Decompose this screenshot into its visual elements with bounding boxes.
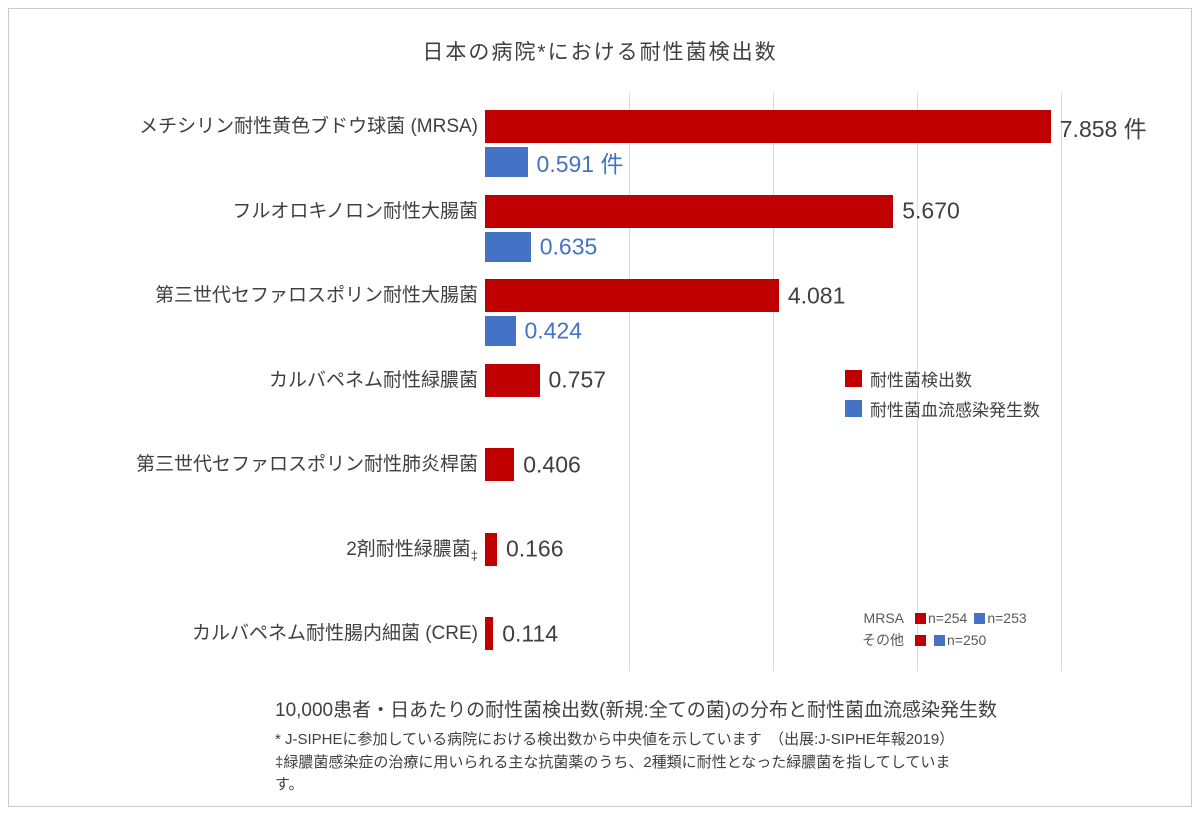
detection-bar — [485, 532, 497, 566]
footnote-definition-line2: す。 — [275, 776, 304, 793]
value-label: 0.166 — [505, 535, 564, 562]
value-label: 5.670 — [902, 197, 960, 224]
gridline — [773, 93, 774, 671]
footnote-definition-line1: ‡緑膿菌感染症の治療に用いられる主な抗菌薬のうち、2種類に耐性となった緑膿菌を指… — [275, 754, 951, 771]
category-label: カルバペネム耐性腸内細菌 (CRE) — [191, 623, 478, 644]
bloodstream-infection-bar — [485, 147, 528, 177]
value-label: 0.114 — [502, 620, 559, 646]
sample-size-annotation: MRSA n=254 n=253 その他 n=250 — [848, 607, 1027, 651]
sample-size-row: その他 n=250 — [848, 629, 1027, 651]
category-label: メチシリン耐性黄色ブドウ球菌 (MRSA) — [139, 116, 478, 137]
category-label: 第三世代セファロスポリン耐性大腸菌 — [154, 285, 478, 306]
value-label: 0.424 — [524, 317, 583, 344]
sample-size-swatch — [974, 612, 986, 624]
sample-size-swatch — [915, 634, 926, 646]
axis-caption: 10,000患者・日あたりの耐性菌検出数(新規:全ての菌)の分布と耐性菌血流感染… — [275, 700, 998, 721]
footnote-marker: ‡ — [470, 547, 478, 563]
legend: 耐性菌検出数耐性菌血流感染発生数 — [845, 366, 1040, 426]
bloodstream-infection-bar — [485, 231, 531, 262]
detection-bar — [485, 448, 515, 481]
value-label: 7.858 件 — [1059, 115, 1147, 142]
sample-size-value: n=253 — [987, 610, 1027, 626]
bloodstream-infection-bar — [485, 316, 516, 346]
value-label: 0.757 — [548, 366, 607, 393]
legend-swatch — [845, 369, 862, 387]
category-label: フルオロキノロン耐性大腸菌 — [232, 200, 478, 222]
value-label: 4.081 — [787, 282, 846, 308]
category-label: 2剤耐性緑膿菌‡ — [346, 538, 478, 563]
legend-item: 耐性菌検出数 — [845, 366, 1040, 390]
detection-bar — [485, 194, 894, 228]
gridline — [917, 93, 918, 671]
sample-size-group-label: MRSA — [863, 610, 904, 626]
sample-size-swatch — [915, 612, 926, 624]
detection-bar — [485, 617, 494, 650]
footnote-source: * J-SIPHEに参加している病院における検出数から中央値を示しています （出… — [275, 731, 955, 748]
legend-item: 耐性菌血流感染発生数 — [845, 396, 1040, 420]
chart-title: 日本の病院*における耐性菌検出数 — [422, 41, 778, 64]
sample-size-value: n=254 — [928, 610, 968, 626]
sample-size-row: MRSA n=254 n=253 — [848, 607, 1027, 629]
gridline — [629, 93, 630, 671]
sample-size-value: n=250 — [947, 632, 987, 648]
value-label: 0.635 — [539, 233, 598, 259]
sample-size-swatch — [934, 634, 945, 646]
legend-swatch — [845, 399, 862, 417]
detection-bar — [485, 279, 779, 312]
sample-size-group-label: その他 — [862, 632, 904, 648]
legend-label: 耐性菌血流感染発生数 — [870, 400, 1040, 420]
detection-bar — [485, 363, 540, 397]
legend-label: 耐性菌検出数 — [870, 370, 972, 390]
gridline — [1061, 93, 1062, 671]
detection-bar — [485, 110, 1051, 143]
category-label: カルバペネム耐性緑膿菌 — [268, 369, 478, 391]
category-label: 第三世代セファロスポリン耐性肺炎桿菌 — [135, 454, 478, 475]
value-label: 0.591 件 — [536, 151, 624, 177]
value-label: 0.406 — [523, 451, 581, 477]
